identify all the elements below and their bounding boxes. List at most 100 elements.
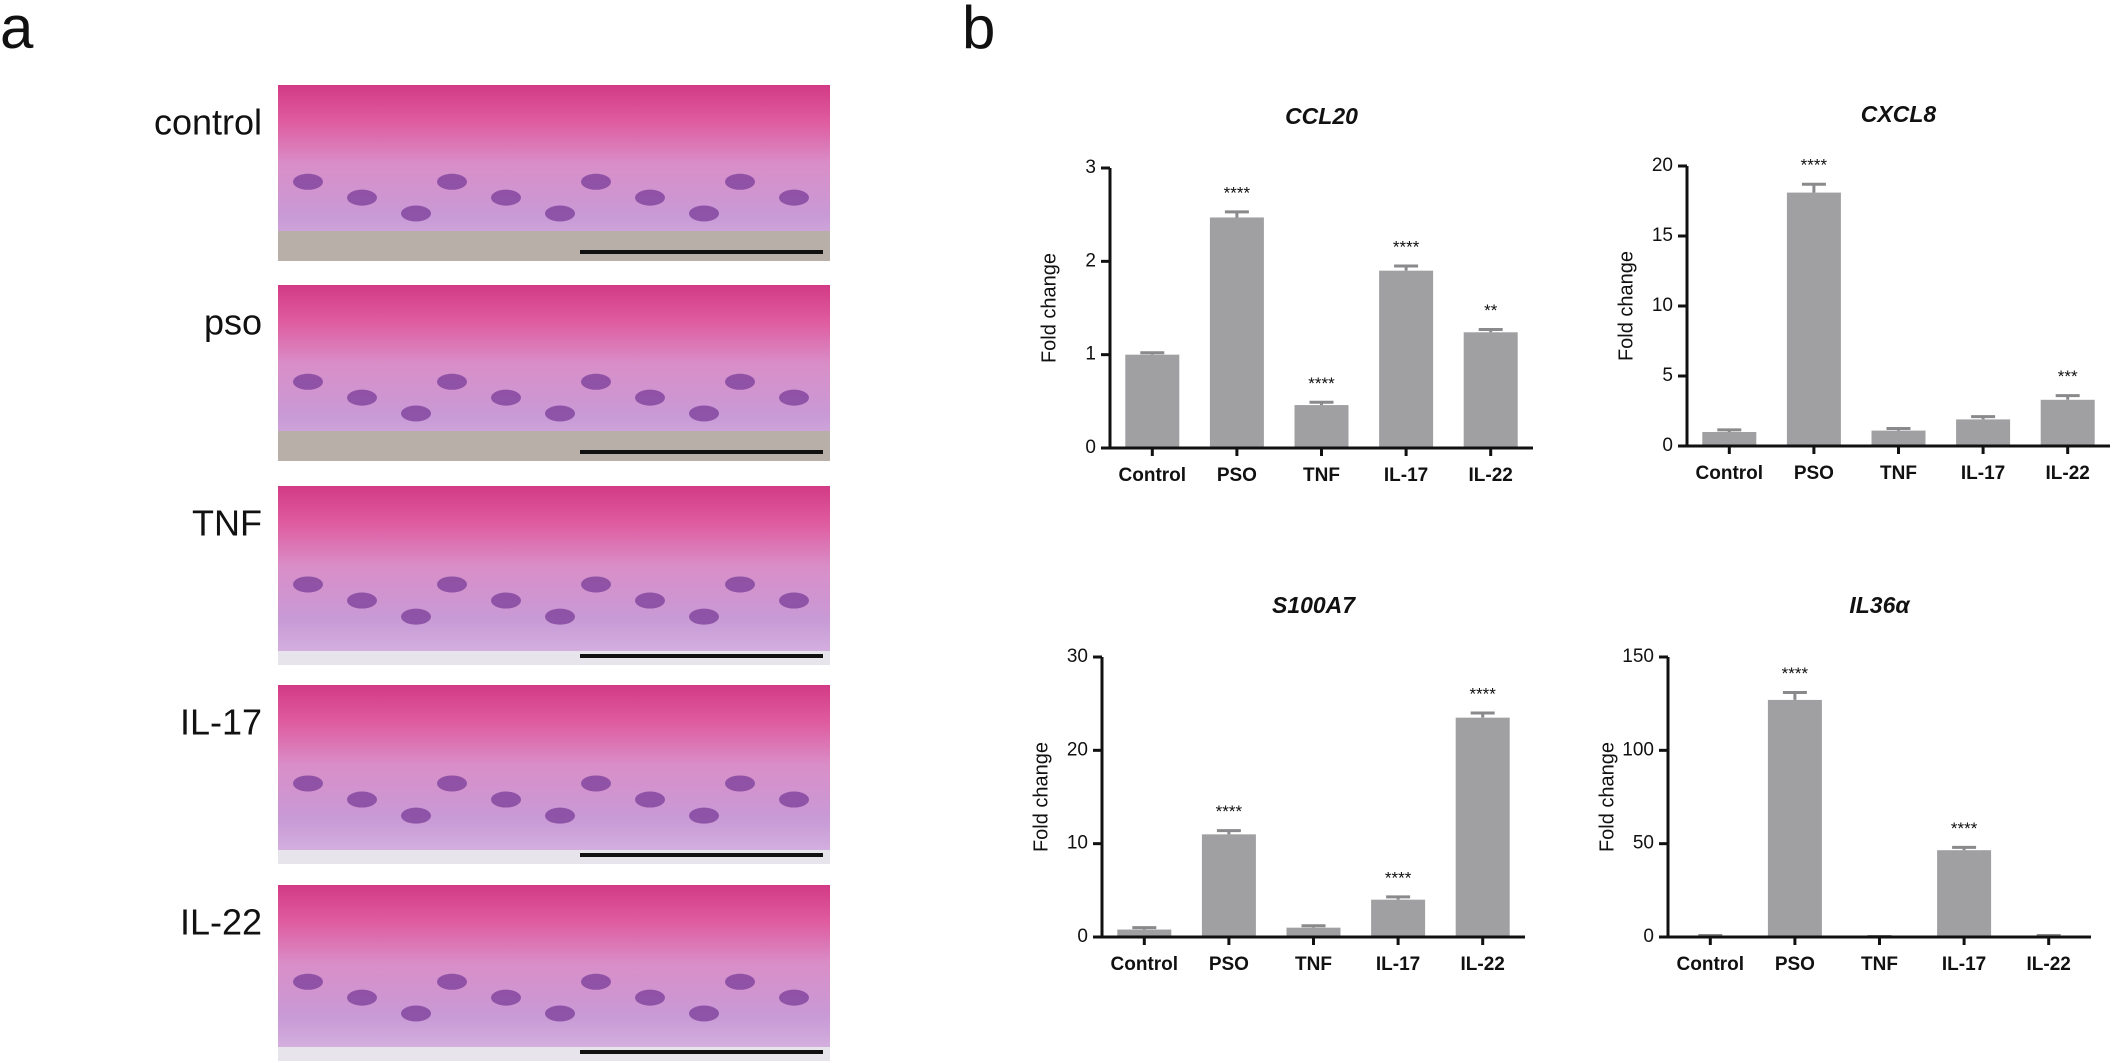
- y-tick-label: 150: [1622, 646, 1654, 667]
- error-bar: [1952, 845, 1977, 851]
- nucleus: [545, 405, 575, 422]
- nucleus: [293, 576, 323, 593]
- histology-image: [278, 885, 830, 1061]
- nucleus: [491, 791, 521, 808]
- chart-title: CCL20: [1285, 103, 1358, 129]
- panel-label: b: [962, 0, 995, 61]
- nucleus: [689, 205, 719, 222]
- nucleus: [347, 389, 377, 406]
- nucleus: [437, 373, 467, 390]
- x-tick-label: IL-22: [1461, 954, 1505, 975]
- y-tick-label: 20: [1652, 155, 1673, 176]
- y-tick-label: 1: [1085, 344, 1096, 365]
- bar: [1371, 899, 1426, 937]
- nucleus: [725, 576, 755, 593]
- nucleus: [545, 608, 575, 625]
- nucleus: [581, 173, 611, 190]
- nucleus: [545, 1005, 575, 1022]
- error-bar: [1782, 690, 1807, 700]
- significance: ****: [1216, 802, 1243, 821]
- nucleus: [779, 592, 809, 609]
- significance: ****: [1224, 183, 1251, 202]
- x-tick-label: IL-22: [1469, 465, 1513, 486]
- x-tick-label: Control: [1111, 954, 1179, 975]
- nucleus: [401, 608, 431, 625]
- nucleus: [491, 592, 521, 609]
- bar: [1937, 850, 1992, 937]
- nucleus: [689, 807, 719, 824]
- nucleus: [293, 173, 323, 190]
- error-bar: [1309, 400, 1334, 406]
- x-tick-label: PSO: [1209, 954, 1249, 975]
- nucleus: [401, 405, 431, 422]
- nucleus: [581, 373, 611, 390]
- x-tick-label: TNF: [1295, 954, 1332, 975]
- y-tick-label: 10: [1067, 833, 1088, 854]
- y-axis-label: Fold change: [1038, 253, 1060, 363]
- y-axis-label: Fold change: [1615, 251, 1637, 361]
- x-tick-label: TNF: [1303, 465, 1340, 486]
- nucleus: [779, 189, 809, 206]
- x-tick-label: PSO: [1217, 465, 1257, 486]
- row-label: pso: [204, 302, 262, 343]
- row-label: IL-17: [180, 702, 262, 743]
- error-bar: [1801, 182, 1826, 193]
- y-tick-label: 0: [1077, 926, 1088, 947]
- membrane: [278, 431, 830, 461]
- bar: [1871, 430, 1926, 446]
- significance: ****: [1385, 868, 1412, 887]
- y-tick-label: 30: [1067, 646, 1088, 667]
- bar: [1117, 929, 1172, 937]
- nucleus: [437, 173, 467, 190]
- y-tick-label: 3: [1085, 157, 1096, 178]
- bar: [2040, 399, 2095, 446]
- x-tick-label: IL-17: [1384, 465, 1428, 486]
- nucleus: [545, 807, 575, 824]
- x-tick-label: Control: [1119, 465, 1187, 486]
- bar: [1702, 432, 1757, 446]
- nucleus: [437, 576, 467, 593]
- x-tick-label: Control: [1696, 463, 1764, 484]
- x-tick-label: TNF: [1861, 954, 1898, 975]
- nucleus: [293, 775, 323, 792]
- nucleus: [401, 807, 431, 824]
- x-tick-label: IL-17: [1376, 954, 1420, 975]
- x-tick-label: IL-22: [2027, 954, 2071, 975]
- nucleus: [635, 592, 665, 609]
- y-tick-label: 0: [1085, 437, 1096, 458]
- y-tick-label: 15: [1652, 225, 1673, 246]
- y-tick-label: 10: [1652, 295, 1673, 316]
- nucleus: [437, 775, 467, 792]
- error-bar: [1216, 829, 1241, 835]
- nucleus: [581, 973, 611, 990]
- error-bar: [2055, 394, 2080, 400]
- significance: ****: [1801, 156, 1828, 175]
- bar: [1379, 270, 1434, 448]
- y-tick-label: 100: [1622, 739, 1654, 760]
- nucleus: [635, 791, 665, 808]
- nucleus: [347, 189, 377, 206]
- error-bar: [1971, 415, 1996, 420]
- nucleus: [347, 791, 377, 808]
- nucleus: [779, 791, 809, 808]
- y-axis-label: Fold change: [1030, 742, 1052, 852]
- error-bar: [1717, 428, 1742, 432]
- bar: [1125, 354, 1180, 448]
- nucleus: [779, 389, 809, 406]
- bar: [1294, 405, 1349, 448]
- error-bar: [1478, 327, 1503, 333]
- error-bar: [1301, 924, 1326, 928]
- nucleus: [347, 989, 377, 1006]
- significance: ****: [1782, 664, 1809, 683]
- nucleus: [401, 1005, 431, 1022]
- significance: ****: [1469, 684, 1496, 703]
- x-tick-label: PSO: [1794, 463, 1834, 484]
- significance: ****: [1951, 819, 1978, 838]
- significance: ****: [1393, 237, 1420, 256]
- x-tick-label: IL-22: [2046, 463, 2090, 484]
- significance: ****: [1308, 374, 1335, 393]
- bar: [1455, 717, 1510, 937]
- nucleus: [293, 373, 323, 390]
- bar: [1463, 332, 1518, 448]
- nucleus: [545, 205, 575, 222]
